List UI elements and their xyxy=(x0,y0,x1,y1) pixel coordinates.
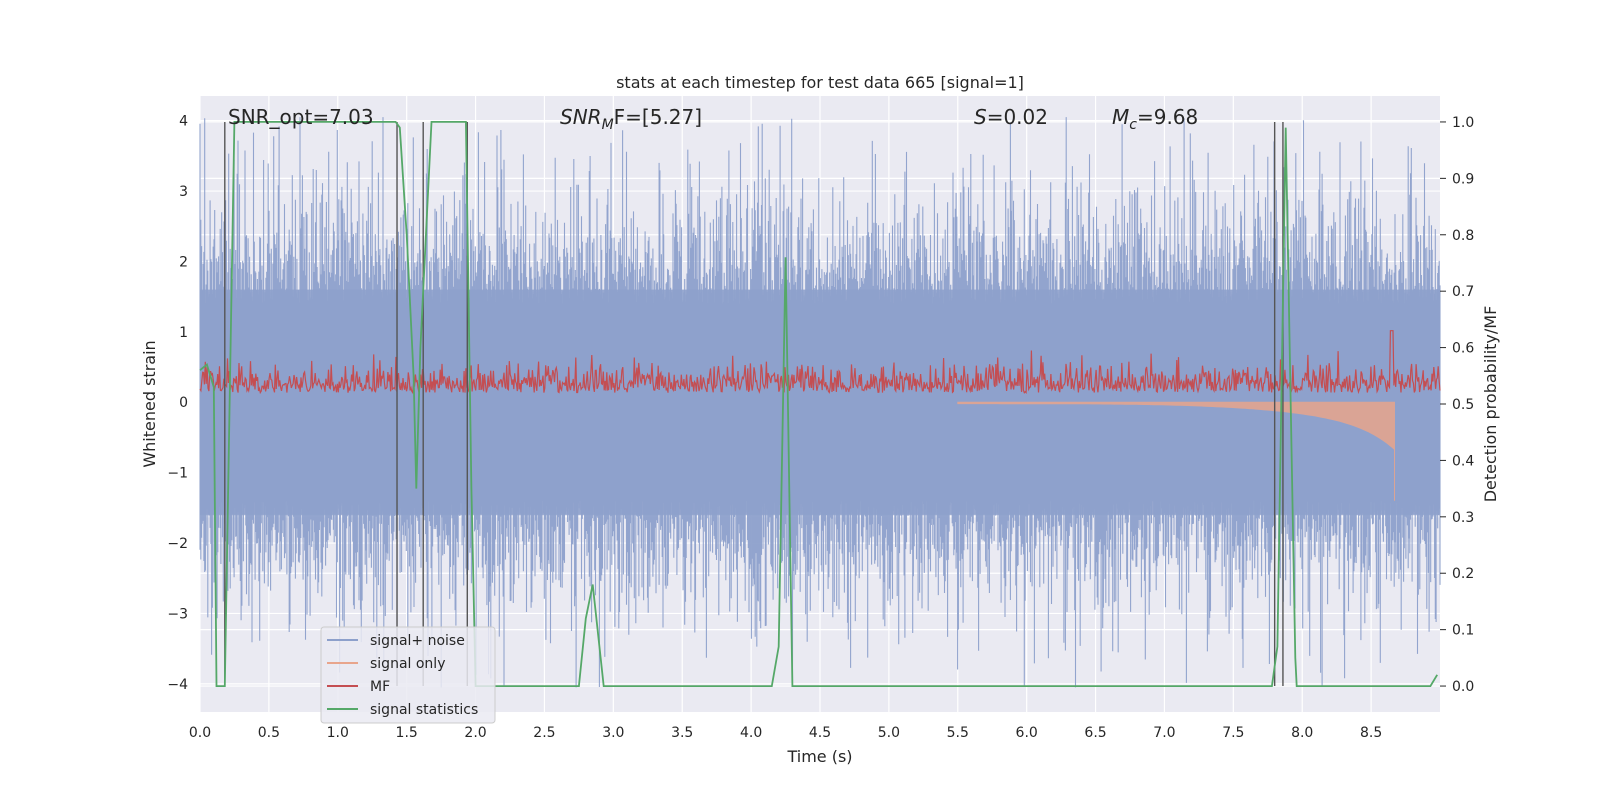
x-tick-label: 6.0 xyxy=(1016,725,1038,741)
y2-tick-label: 1.0 xyxy=(1452,115,1474,131)
mf-trace xyxy=(199,330,1441,395)
y-tick-label: 2 xyxy=(179,254,188,270)
y-tick-label: −4 xyxy=(167,677,188,693)
legend-label-signal-noise: signal+ noise xyxy=(370,633,465,649)
y-tick-label: 1 xyxy=(179,325,188,341)
legend-label-signal-statistics: signal statistics xyxy=(370,702,478,718)
x-tick-label: 3.0 xyxy=(602,725,624,741)
x-tick-label: 5.0 xyxy=(878,725,900,741)
legend-box xyxy=(320,626,496,724)
y2-tick-label: 0.4 xyxy=(1452,453,1474,469)
series-signal-only xyxy=(957,401,1395,501)
y2-tick-label: 0.7 xyxy=(1452,284,1474,300)
series-mf xyxy=(199,330,1441,395)
y-tick-label: 3 xyxy=(179,184,188,200)
series-signal-statistics xyxy=(199,121,1438,687)
annotation-s: S=0.02 xyxy=(974,105,1048,129)
x-axis-label: Time (s) xyxy=(786,747,852,766)
y2-tick-label: 0.3 xyxy=(1452,510,1474,526)
legend: signal+ noise signal only MF signal stat… xyxy=(320,626,496,724)
x-tick-label: 3.5 xyxy=(671,725,693,741)
x-tick-label: 7.5 xyxy=(1222,725,1244,741)
y-tick-labels: 4 3 2 1 0 −1 −2 −3 −4 xyxy=(167,114,188,693)
signal-statistics-line xyxy=(199,121,1438,687)
x-tick-label: 8.0 xyxy=(1291,725,1313,741)
y-tick-label: −3 xyxy=(167,606,188,622)
x-tick-label: 1.5 xyxy=(396,725,418,741)
y2-tick-label: 0.5 xyxy=(1452,397,1474,413)
x-tick-label: 0.5 xyxy=(258,725,280,741)
y-tick-label: −1 xyxy=(167,466,188,482)
y2-tick-label: 0.2 xyxy=(1452,566,1474,582)
legend-label-mf: MF xyxy=(370,679,390,695)
annotation-snr-mf: SNRMF=[5.27] xyxy=(560,105,702,133)
y-axis-label: Whitened strain xyxy=(140,340,159,467)
annotation-snr-opt: SNR_opt=7.03 xyxy=(228,105,374,129)
y2-axis-label: Detection probability/MF xyxy=(1481,306,1500,503)
mc-prefix: M xyxy=(1112,105,1129,129)
y2-tick-label: 0.6 xyxy=(1452,341,1474,357)
x-tick-label: 8.5 xyxy=(1360,725,1382,741)
mc-sub: c xyxy=(1129,117,1137,133)
x-tick-label: 2.5 xyxy=(533,725,555,741)
snr-mf-suffix: F=[5.27] xyxy=(614,105,702,129)
x-tick-label: 6.5 xyxy=(1084,725,1106,741)
x-tick-labels: 0.0 0.5 1.0 1.5 2.0 2.5 3.0 3.5 4.0 4.5 5.0 5.5 6.0 6… xyxy=(189,725,1382,741)
x-tick-label: 4.0 xyxy=(740,725,762,741)
y2-tick-label: 0.1 xyxy=(1452,623,1474,639)
s-value: =0.02 xyxy=(987,105,1048,129)
mc-value: =9.68 xyxy=(1137,105,1198,129)
y-tick-label: −2 xyxy=(167,536,188,552)
x-tick-label: 1.0 xyxy=(327,725,349,741)
snr-mf-prefix: SNR xyxy=(560,105,602,129)
annotation-mc: Mc=9.68 xyxy=(1112,105,1198,133)
x-tick-label: 7.0 xyxy=(1153,725,1175,741)
x-tick-label: 5.5 xyxy=(947,725,969,741)
y2-tick-label: 0.0 xyxy=(1452,679,1474,695)
y-tick-label: 4 xyxy=(179,114,188,130)
legend-label-signal-only: signal only xyxy=(370,656,445,672)
snr-mf-sub: M xyxy=(602,117,614,133)
x-tick-label: 0.0 xyxy=(189,725,211,741)
s-prefix: S xyxy=(974,105,987,129)
chart-title: stats at each timestep for test data 665… xyxy=(616,73,1024,92)
vertical-markers xyxy=(224,121,1284,687)
y2-tick-label: 0.9 xyxy=(1452,171,1474,187)
x-tick-label: 4.5 xyxy=(809,725,831,741)
x-tick-label: 2.0 xyxy=(464,725,486,741)
y2-tick-label: 0.8 xyxy=(1452,228,1474,244)
y2-tick-labels: 1.0 0.9 0.8 0.7 0.6 0.5 0.4 0.3 0.2 0.1 0.0 xyxy=(1440,115,1474,695)
y-tick-label: 0 xyxy=(179,395,188,411)
chirp-envelope xyxy=(957,401,1395,501)
